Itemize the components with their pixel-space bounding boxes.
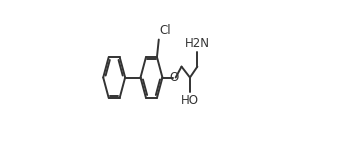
Text: HO: HO — [181, 94, 199, 107]
Text: Cl: Cl — [160, 24, 171, 37]
Text: H2N: H2N — [185, 37, 210, 50]
Text: O: O — [169, 71, 178, 84]
